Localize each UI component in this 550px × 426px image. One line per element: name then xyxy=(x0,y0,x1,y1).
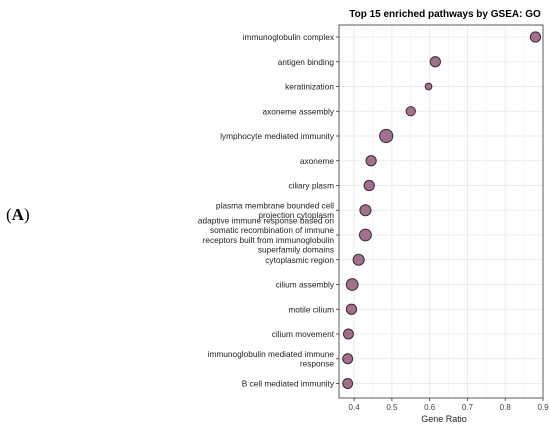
y-tick-label: cilium assembly xyxy=(275,280,334,290)
data-point xyxy=(342,353,354,365)
y-tick-label: antigen binding xyxy=(278,57,335,67)
x-tick-label: 0.8 xyxy=(500,403,512,412)
data-point xyxy=(345,278,359,291)
y-tick-label-line: cilium assembly xyxy=(275,280,334,290)
points-layer xyxy=(342,31,542,389)
data-point xyxy=(359,228,372,242)
y-tick-label-line: cilium movement xyxy=(272,329,335,339)
data-point xyxy=(352,253,365,266)
y-tick-label: immunoglobulin mediated immune response xyxy=(208,349,335,369)
y-tick-label: lymphocyte mediated immunity xyxy=(220,131,335,141)
y-tick-label-line: somatic recombination of immune xyxy=(210,225,334,235)
y-tick-label: keratinization xyxy=(285,82,334,92)
data-point xyxy=(342,378,354,389)
x-tick-label: 0.7 xyxy=(462,403,474,412)
panel-label-close: ) xyxy=(23,205,30,224)
y-tick-label-line: antigen binding xyxy=(278,57,335,67)
x-tick-label: 0.6 xyxy=(424,403,436,412)
y-tick-label-line: adaptive immune response based on xyxy=(198,216,334,226)
y-tick-label: cytoplasmic region xyxy=(265,255,334,265)
y-tick-label-line: B cell mediated immunity xyxy=(242,379,335,389)
chart-title: Top 15 enriched pathways by GSEA: GO xyxy=(349,9,541,20)
y-tick-label-line: receptors built from immunoglobulin xyxy=(203,235,335,245)
panel-label-open: ( xyxy=(6,205,12,224)
y-tick-label-line: cytoplasmic region xyxy=(265,255,334,265)
data-point xyxy=(424,82,433,91)
data-point xyxy=(345,303,358,315)
data-point xyxy=(363,179,375,192)
y-tick-label: axoneme assembly xyxy=(263,106,335,116)
data-point xyxy=(529,31,542,43)
y-tick-label: B cell mediated immunity xyxy=(242,379,335,389)
data-point xyxy=(379,128,394,144)
y-tick-label-line: projection cytoplasm xyxy=(258,210,334,220)
y-tick-label: ciliary plasm xyxy=(288,181,334,191)
data-point xyxy=(405,106,416,117)
x-tick-label: 0.4 xyxy=(349,403,361,412)
y-tick-label-line: plasma membrane bounded cell xyxy=(216,200,334,210)
y-tick-label-line: motile cilium xyxy=(288,304,334,314)
y-tick-label: plasma membrane bounded cell projection c… xyxy=(216,200,334,220)
plot-frame xyxy=(338,24,544,399)
y-tick-label-line: superfamily domains xyxy=(258,244,334,254)
data-point xyxy=(342,328,354,340)
y-tick-label-line: axoneme xyxy=(300,156,335,166)
panel-label-letter: A xyxy=(11,205,24,224)
y-axis: immunoglobulin complex antigen binding ker… xyxy=(198,32,339,389)
y-tick-label-line: axoneme assembly xyxy=(263,106,335,116)
data-point xyxy=(429,56,441,68)
x-tick-label: 0.9 xyxy=(537,403,549,412)
grid-layer xyxy=(339,25,544,398)
y-tick-label: cilium movement xyxy=(272,329,335,339)
panel-label: (A) xyxy=(6,205,30,225)
y-tick-label: axoneme xyxy=(300,156,335,166)
y-tick-label-line: immunoglobulin mediated immune xyxy=(208,349,335,359)
y-tick-label-line: immunoglobulin complex xyxy=(243,32,335,42)
y-tick-label-line: ciliary plasm xyxy=(288,181,334,191)
x-axis: 0.4 0.5 0.6 0.7 0.8 0.9 xyxy=(349,398,549,412)
y-tick-label: adaptive immune response based on somatic… xyxy=(198,216,334,255)
y-tick-label: motile cilium xyxy=(288,304,334,314)
x-axis-label: Gene Ratio xyxy=(421,414,467,424)
data-point xyxy=(365,155,377,167)
data-point xyxy=(359,204,372,217)
y-tick-label-line: response xyxy=(300,359,335,369)
x-tick-label: 0.5 xyxy=(386,403,398,412)
y-tick-label: immunoglobulin complex xyxy=(243,32,335,42)
y-tick-label-line: lymphocyte mediated immunity xyxy=(220,131,335,141)
y-tick-label-line: keratinization xyxy=(285,82,334,92)
